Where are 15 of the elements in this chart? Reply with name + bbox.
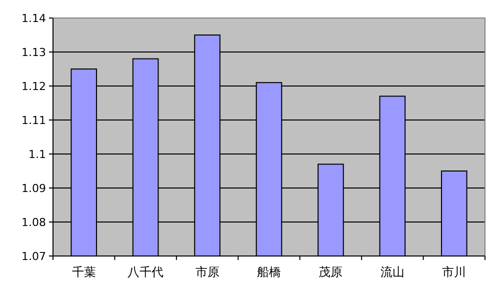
y-tick-label: 1.07 xyxy=(22,250,46,263)
y-tick-label: 1.13 xyxy=(22,46,46,59)
y-tick-label: 1.11 xyxy=(22,114,46,127)
x-tick-label: 茂原 xyxy=(318,265,343,279)
y-tick-label: 1.1 xyxy=(28,148,46,161)
y-tick-label: 1.09 xyxy=(22,182,46,195)
x-tick-label: 流山 xyxy=(380,265,404,279)
y-tick-label: 1.08 xyxy=(22,216,46,229)
y-tick-label: 1.12 xyxy=(22,80,46,93)
x-tick-label: 市川 xyxy=(442,265,466,279)
y-tick-label: 1.14 xyxy=(22,12,46,25)
x-tick-label: 船橋 xyxy=(257,265,281,279)
x-tick-label: 八千代 xyxy=(128,265,164,279)
x-tick-label: 千葉 xyxy=(72,265,96,279)
x-tick-label: 市原 xyxy=(195,265,220,279)
